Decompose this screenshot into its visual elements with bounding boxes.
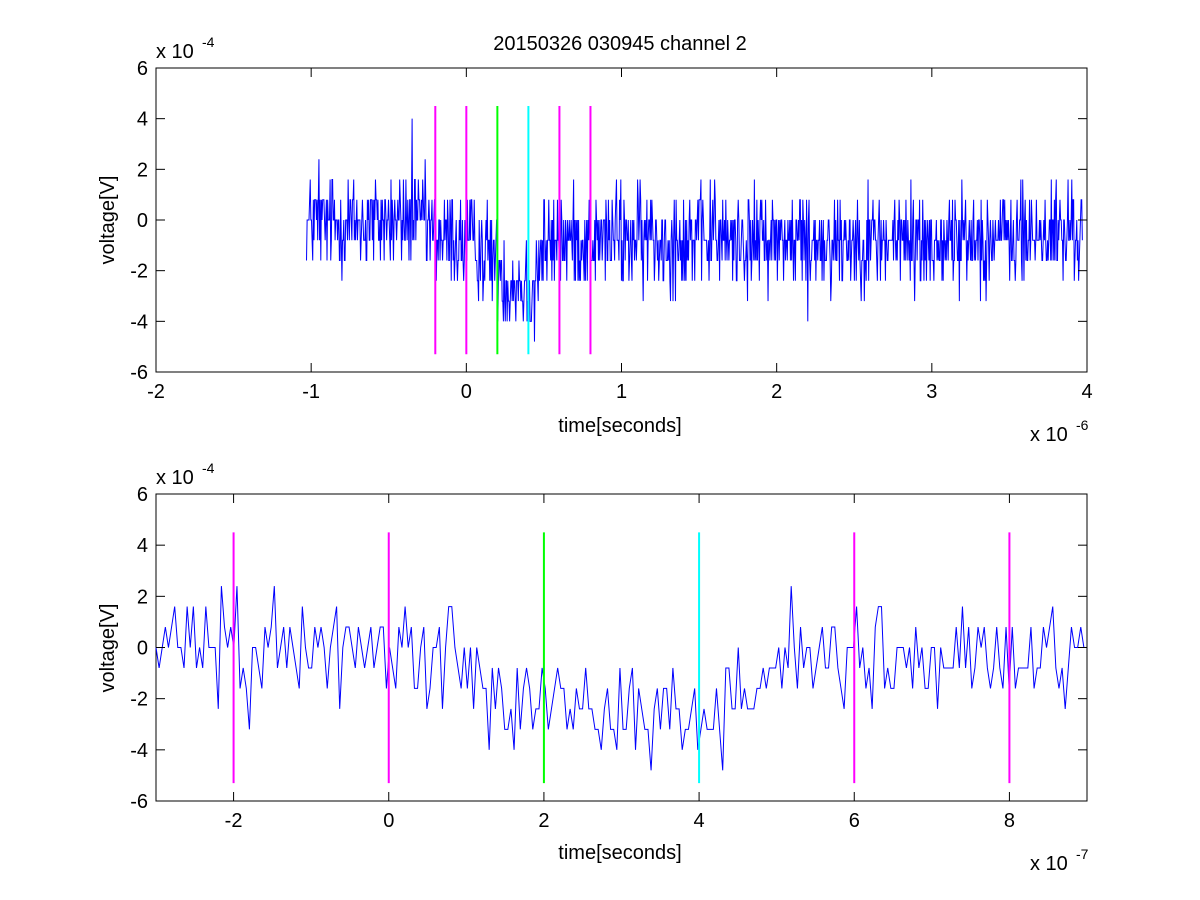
plot-bottom-ytick-label: 4 bbox=[137, 535, 148, 557]
plot-bottom-xtick-label: 2 bbox=[538, 810, 549, 832]
plot-bottom-ytick-label: -2 bbox=[130, 689, 148, 711]
plot-top-xtick-label: 3 bbox=[926, 381, 937, 403]
plot-bottom-ytick-label: -6 bbox=[130, 791, 148, 813]
plot-top: -2 -1 0 1 2 3 4 -6 -4 -2 0 2 4 6 time[seconds] voltag… bbox=[97, 34, 1093, 446]
plot-top-xtick-label: -2 bbox=[147, 381, 165, 403]
plot-bottom-ytick-label: -4 bbox=[130, 740, 148, 762]
plot-bottom-ticks: -2 0 2 4 6 8 -6 -4 -2 0 2 4 6 bbox=[130, 484, 1087, 832]
plot-top-xtick-label: -1 bbox=[302, 381, 320, 403]
plot-bottom-x-exponent: x 10 -7 bbox=[1030, 846, 1089, 875]
plot-bottom-xtick-label: -2 bbox=[225, 810, 243, 832]
plot-top-ytick-label: -4 bbox=[130, 311, 148, 333]
plot-bottom-ylabel: voltage[V] bbox=[97, 604, 119, 693]
plot-bottom-xlabel: time[seconds] bbox=[558, 842, 681, 864]
plot-bottom-xtick-label: 8 bbox=[1004, 810, 1015, 832]
plot-bottom-series-trace bbox=[155, 586, 1087, 771]
plot-top-y-multiplier-text: x 10 bbox=[156, 41, 194, 63]
plot-top-ytick-label: 2 bbox=[137, 159, 148, 181]
plot-bottom-y-exponent-text: -4 bbox=[202, 460, 215, 476]
plot-top-xtick-label: 4 bbox=[1081, 381, 1092, 403]
plot-top-ytick-label: 0 bbox=[137, 210, 148, 232]
figure-title: 20150326 030945 channel 2 bbox=[493, 33, 747, 55]
plot-top-y-exponent-text: -4 bbox=[202, 34, 215, 50]
plot-top-ylabel: voltage[V] bbox=[97, 176, 119, 265]
plot-bottom-xtick-label: 6 bbox=[849, 810, 860, 832]
plot-top-xtick-label: 0 bbox=[461, 381, 472, 403]
plot-top-xlabel: time[seconds] bbox=[558, 415, 681, 437]
plot-bottom-xtick-label: 4 bbox=[694, 810, 705, 832]
plot-top-xtick-label: 1 bbox=[616, 381, 627, 403]
plot-bottom-x-exponent-text: -7 bbox=[1076, 846, 1089, 862]
plot-top-ytick-label: -6 bbox=[130, 362, 148, 384]
plot-bottom-y-exponent: x 10 -4 bbox=[156, 460, 215, 489]
plot-bottom-ytick-label: 0 bbox=[137, 638, 148, 660]
plot-bottom: -2 0 2 4 6 8 -6 -4 -2 0 2 4 6 time[seconds] voltage[… bbox=[97, 460, 1089, 875]
plot-top-x-exponent: x 10 -6 bbox=[1030, 417, 1089, 446]
plot-top-y-exponent: x 10 -4 bbox=[156, 34, 215, 63]
plot-top-x-multiplier-text: x 10 bbox=[1030, 424, 1068, 446]
plot-top-ticks: -2 -1 0 1 2 3 4 -6 -4 -2 0 2 4 6 bbox=[130, 58, 1092, 403]
plot-bottom-y-multiplier-text: x 10 bbox=[156, 467, 194, 489]
plot-top-ytick-label: 4 bbox=[137, 109, 148, 131]
plot-top-ytick-label: 6 bbox=[137, 58, 148, 80]
plot-top-x-exponent-text: -6 bbox=[1076, 417, 1089, 433]
plot-bottom-ytick-label: 6 bbox=[137, 484, 148, 506]
plot-bottom-marks bbox=[155, 532, 1087, 784]
plot-top-xtick-label: 2 bbox=[771, 381, 782, 403]
plot-bottom-x-multiplier-text: x 10 bbox=[1030, 853, 1068, 875]
plot-top-ytick-label: -2 bbox=[130, 261, 148, 283]
plot-top-marks bbox=[306, 106, 1083, 355]
plot-bottom-xtick-label: 0 bbox=[383, 810, 394, 832]
plot-bottom-ytick-label: 2 bbox=[137, 586, 148, 608]
